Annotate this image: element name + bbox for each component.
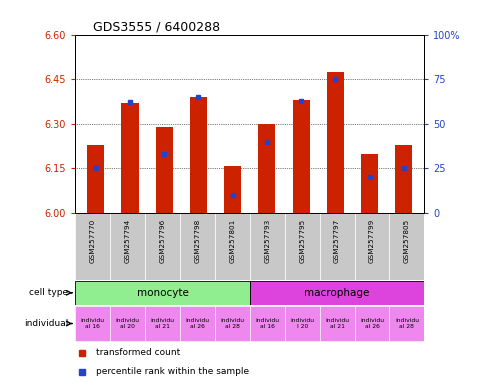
Text: individu
al 16: individu al 16 [255, 318, 279, 329]
Bar [121, 103, 138, 213]
Text: GSM257797: GSM257797 [333, 218, 339, 263]
Bar [394, 145, 411, 213]
FancyBboxPatch shape [145, 306, 180, 341]
Bar [292, 100, 309, 213]
Text: transformed count: transformed count [96, 348, 180, 357]
FancyBboxPatch shape [284, 306, 319, 341]
Text: percentile rank within the sample: percentile rank within the sample [96, 367, 249, 376]
Text: individu
al 21: individu al 21 [150, 318, 174, 329]
Text: individu
al 28: individu al 28 [394, 318, 418, 329]
FancyBboxPatch shape [284, 213, 319, 280]
Text: individual: individual [24, 319, 68, 328]
Bar [87, 145, 104, 213]
Text: monocyte: monocyte [136, 288, 188, 298]
Text: individu
al 26: individu al 26 [185, 318, 209, 329]
FancyBboxPatch shape [75, 306, 110, 341]
Text: individu
al 28: individu al 28 [220, 318, 244, 329]
FancyBboxPatch shape [214, 306, 249, 341]
Bar [326, 72, 343, 213]
Text: GSM257796: GSM257796 [159, 218, 165, 263]
FancyBboxPatch shape [180, 306, 214, 341]
FancyBboxPatch shape [180, 213, 214, 280]
Text: individu
al 26: individu al 26 [359, 318, 383, 329]
Text: cell type: cell type [29, 288, 68, 297]
FancyBboxPatch shape [389, 306, 424, 341]
Text: individu
l 20: individu l 20 [289, 318, 314, 329]
FancyBboxPatch shape [75, 213, 110, 280]
Text: GDS3555 / 6400288: GDS3555 / 6400288 [92, 20, 219, 33]
Text: GSM257798: GSM257798 [194, 218, 200, 263]
Text: GSM257793: GSM257793 [264, 218, 270, 263]
Text: individu
al 21: individu al 21 [324, 318, 348, 329]
FancyBboxPatch shape [249, 281, 424, 305]
Text: individu
al 16: individu al 16 [80, 318, 105, 329]
Text: GSM257801: GSM257801 [229, 218, 235, 263]
FancyBboxPatch shape [110, 213, 145, 280]
Text: GSM257799: GSM257799 [368, 218, 374, 263]
FancyBboxPatch shape [75, 281, 249, 305]
FancyBboxPatch shape [145, 213, 180, 280]
Text: macrophage: macrophage [304, 288, 369, 298]
FancyBboxPatch shape [354, 213, 389, 280]
Bar [155, 127, 172, 213]
Text: GSM257795: GSM257795 [299, 218, 304, 263]
Text: GSM257805: GSM257805 [403, 218, 409, 263]
Text: GSM257794: GSM257794 [124, 218, 130, 263]
FancyBboxPatch shape [389, 213, 424, 280]
Text: GSM257770: GSM257770 [90, 218, 95, 263]
Bar [360, 154, 378, 213]
FancyBboxPatch shape [319, 306, 354, 341]
Bar [258, 124, 275, 213]
FancyBboxPatch shape [249, 306, 284, 341]
Bar [224, 166, 241, 213]
FancyBboxPatch shape [354, 306, 389, 341]
FancyBboxPatch shape [249, 213, 284, 280]
Bar [189, 97, 207, 213]
FancyBboxPatch shape [319, 213, 354, 280]
FancyBboxPatch shape [214, 213, 249, 280]
Text: individu
al 20: individu al 20 [115, 318, 139, 329]
FancyBboxPatch shape [110, 306, 145, 341]
